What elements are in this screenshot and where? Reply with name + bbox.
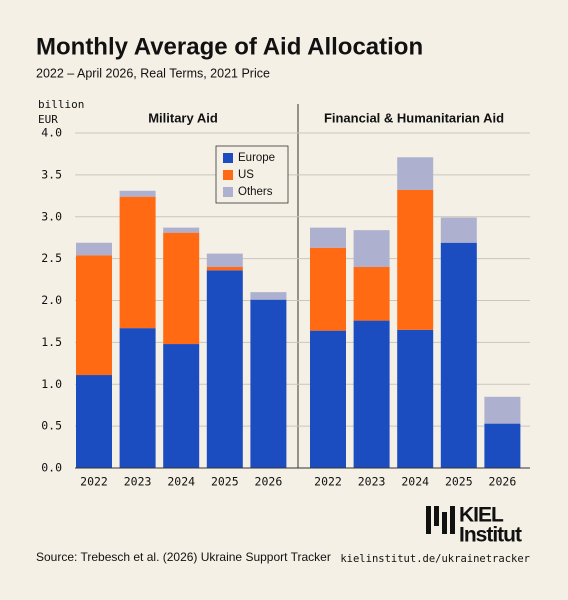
bar-segment [440, 217, 477, 243]
logo-mark [426, 506, 455, 534]
bar-segment [119, 328, 156, 468]
x-tick-label: 2024 [167, 475, 195, 489]
x-tick-label: 2023 [124, 475, 152, 489]
legend: Europe US Others [215, 145, 289, 204]
x-tick-label: 2026 [255, 475, 283, 489]
bar-segment [119, 190, 156, 197]
x-tick-label: 2023 [358, 475, 386, 489]
bar-segment [484, 396, 521, 424]
y-tick-label: 2.5 [41, 251, 62, 265]
bar-segment [163, 344, 200, 468]
bar-segment [163, 227, 200, 233]
x-tick-label: 2022 [314, 475, 342, 489]
x-tick-label: 2026 [489, 475, 517, 489]
y-tick-label: 0.5 [41, 419, 62, 433]
y-tick-label: 1.5 [41, 335, 62, 349]
legend-label: Others [238, 186, 273, 198]
bar-segment [250, 299, 287, 468]
bar-segment [206, 270, 243, 468]
bar-segment [206, 253, 243, 267]
bar-segment [397, 157, 434, 190]
bar-segment [310, 330, 346, 468]
legend-swatch [223, 170, 233, 180]
x-tick-label: 2022 [80, 475, 108, 489]
chart-title: Monthly Average of Aid Allocation [36, 33, 423, 60]
legend-label: Europe [238, 152, 275, 164]
bar-segment [119, 196, 156, 329]
y-tick-label: 0.0 [41, 461, 62, 475]
y-axis-label: billion EUR [38, 98, 85, 126]
x-tick-label: 2025 [211, 475, 239, 489]
legend-swatch [223, 153, 233, 163]
bar-segment [310, 247, 346, 331]
bar-segment [484, 423, 521, 468]
panel-title: Military Aid [148, 110, 218, 125]
bar-segment [440, 242, 477, 468]
legend-swatch [223, 187, 233, 197]
legend-label: US [238, 169, 254, 181]
bar-segment [353, 267, 390, 321]
bar-segment [353, 230, 390, 267]
bar-segment [310, 227, 346, 248]
panel-title: Financial & Humanitarian Aid [324, 110, 504, 125]
y-tick-label: 3.0 [41, 209, 62, 223]
bar-segment [250, 292, 287, 300]
bar-segment [397, 189, 434, 330]
bar-segment [76, 375, 112, 468]
bar-segment [206, 267, 243, 271]
logo-text: KIEL [459, 504, 504, 527]
chart-subtitle: 2022 – April 2026, Real Terms, 2021 Pric… [36, 66, 270, 80]
y-tick-label: 2.0 [41, 293, 62, 307]
x-tick-label: 2024 [401, 475, 429, 489]
y-tick-label: 1.0 [41, 377, 62, 391]
logo-text: Institut [459, 524, 522, 547]
bar-segment [76, 255, 112, 376]
bar-segment [76, 242, 112, 256]
url: kielinstitut.de/ukrainetracker [340, 553, 530, 565]
y-tick-label: 4.0 [41, 126, 62, 140]
y-tick-label: 3.5 [41, 167, 62, 181]
source: Source: Trebesch et al. (2026) Ukraine S… [36, 550, 331, 564]
bar-segment [397, 329, 434, 468]
bar-segment [353, 320, 390, 468]
x-tick-label: 2025 [445, 475, 473, 489]
bar-segment [163, 232, 200, 345]
